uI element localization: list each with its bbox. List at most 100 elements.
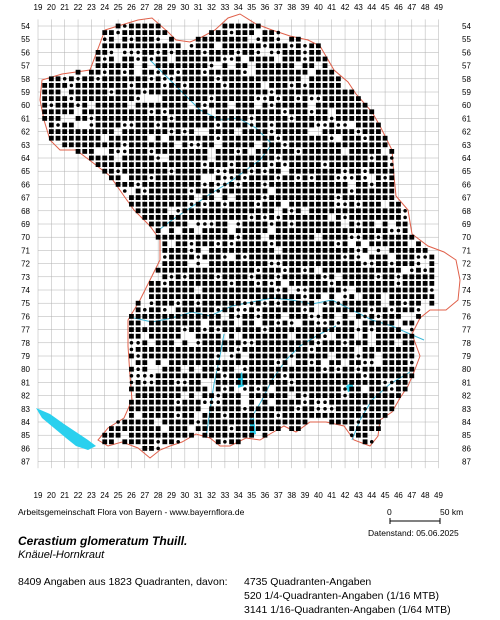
axis-labels: 1919202021212222232324242525262627272828… bbox=[21, 3, 471, 500]
occurrence-square bbox=[242, 23, 248, 29]
occurrence-square bbox=[149, 168, 154, 174]
occurrence-square bbox=[275, 102, 281, 108]
occurrence-square bbox=[202, 234, 208, 240]
occurrence-square bbox=[262, 208, 268, 214]
occurrence-square bbox=[376, 129, 381, 134]
occurrence-square bbox=[376, 149, 381, 154]
occurrence-square bbox=[135, 36, 141, 42]
occurrence-square bbox=[322, 155, 328, 161]
occurrence-square bbox=[315, 248, 321, 253]
occurrence-square bbox=[389, 360, 395, 365]
occurrence-circle bbox=[389, 308, 394, 312]
occurrence-square bbox=[269, 366, 275, 372]
occurrence-square bbox=[369, 109, 375, 115]
occurrence-circle bbox=[209, 222, 214, 226]
occurrence-square bbox=[295, 254, 301, 260]
occurrence-square bbox=[235, 300, 241, 306]
occurrence-square bbox=[182, 399, 188, 405]
column-label-bottom: 35 bbox=[247, 491, 256, 500]
occurrence-square bbox=[289, 175, 295, 181]
occurrence-square bbox=[322, 353, 328, 359]
occurrence-square bbox=[229, 215, 234, 220]
occurrence-square bbox=[195, 380, 201, 385]
occurrence-square bbox=[329, 373, 335, 379]
occurrence-square bbox=[129, 406, 134, 412]
occurrence-square bbox=[169, 215, 174, 220]
column-label-top: 46 bbox=[394, 3, 403, 12]
occurrence-square bbox=[235, 294, 241, 299]
occurrence-circle bbox=[269, 261, 274, 266]
occurrence-square bbox=[155, 102, 161, 108]
occurrence-square bbox=[282, 89, 288, 95]
occurrence-circle bbox=[403, 301, 407, 306]
occurrence-square bbox=[349, 333, 355, 339]
occurrence-square bbox=[215, 102, 221, 108]
occurrence-square bbox=[209, 261, 214, 266]
occurrence-circle bbox=[369, 182, 374, 187]
occurrence-square bbox=[202, 353, 208, 359]
occurrence-square bbox=[129, 135, 134, 141]
occurrence-square bbox=[295, 340, 301, 346]
occurrence-square bbox=[322, 413, 328, 418]
occurrence-square bbox=[302, 116, 308, 121]
occurrence-square bbox=[329, 182, 335, 187]
occurrence-square bbox=[356, 208, 361, 214]
occurrence-square bbox=[162, 314, 168, 319]
occurrence-square bbox=[242, 413, 248, 418]
occurrence-circle bbox=[323, 367, 327, 372]
occurrence-square bbox=[95, 162, 101, 167]
occurrence-circle bbox=[183, 129, 187, 134]
occurrence-square bbox=[149, 142, 154, 148]
occurrence-square bbox=[235, 413, 241, 418]
occurrence-square bbox=[295, 307, 301, 313]
occurrence-square bbox=[242, 89, 248, 95]
occurrence-circle bbox=[276, 321, 281, 325]
occurrence-square bbox=[202, 109, 208, 115]
occurrence-square bbox=[222, 267, 228, 273]
occurrence-square bbox=[376, 287, 381, 293]
row-label-right: 86 bbox=[462, 444, 471, 453]
column-label-top: 42 bbox=[341, 3, 350, 12]
occurrence-circle bbox=[143, 189, 147, 193]
occurrence-square bbox=[295, 314, 301, 319]
occurrence-square bbox=[195, 122, 201, 128]
occurrence-square bbox=[255, 168, 261, 174]
occurrence-square bbox=[382, 353, 388, 359]
occurrence-square bbox=[369, 300, 375, 306]
occurrence-square bbox=[255, 413, 261, 418]
occurrence-square bbox=[209, 195, 214, 200]
occurrence-square bbox=[322, 201, 328, 207]
row-label-right: 72 bbox=[462, 260, 471, 269]
occurrence-square bbox=[48, 129, 54, 134]
column-label-bottom: 24 bbox=[100, 491, 109, 500]
occurrence-square bbox=[229, 69, 234, 75]
occurrence-square bbox=[109, 122, 114, 128]
occurrence-square bbox=[209, 83, 214, 88]
occurrence-square bbox=[376, 254, 381, 260]
occurrence-square bbox=[315, 353, 321, 359]
occurrence-square bbox=[289, 122, 295, 128]
occurrence-circle bbox=[129, 341, 134, 345]
occurrence-square bbox=[362, 149, 368, 154]
occurrence-square bbox=[382, 307, 388, 313]
occurrence-square bbox=[275, 69, 281, 75]
occurrence-square bbox=[122, 102, 128, 108]
occurrence-square bbox=[162, 188, 168, 194]
occurrence-square bbox=[169, 413, 174, 418]
occurrence-square bbox=[295, 188, 301, 194]
occurrence-circle bbox=[156, 70, 160, 74]
occurrence-square bbox=[155, 281, 161, 286]
occurrence-circle bbox=[383, 380, 387, 385]
occurrence-square bbox=[329, 399, 335, 405]
occurrence-square bbox=[229, 201, 234, 207]
occurrence-square bbox=[222, 122, 228, 128]
occurrence-circle bbox=[289, 116, 294, 121]
occurrence-square bbox=[235, 241, 241, 247]
occurrence-square bbox=[175, 109, 181, 115]
column-label-top: 20 bbox=[47, 3, 56, 12]
occurrence-square bbox=[235, 175, 241, 181]
occurrence-square bbox=[309, 340, 315, 346]
occurrence-square bbox=[222, 116, 228, 121]
occurrence-square bbox=[149, 406, 154, 412]
occurrence-square bbox=[402, 234, 408, 240]
